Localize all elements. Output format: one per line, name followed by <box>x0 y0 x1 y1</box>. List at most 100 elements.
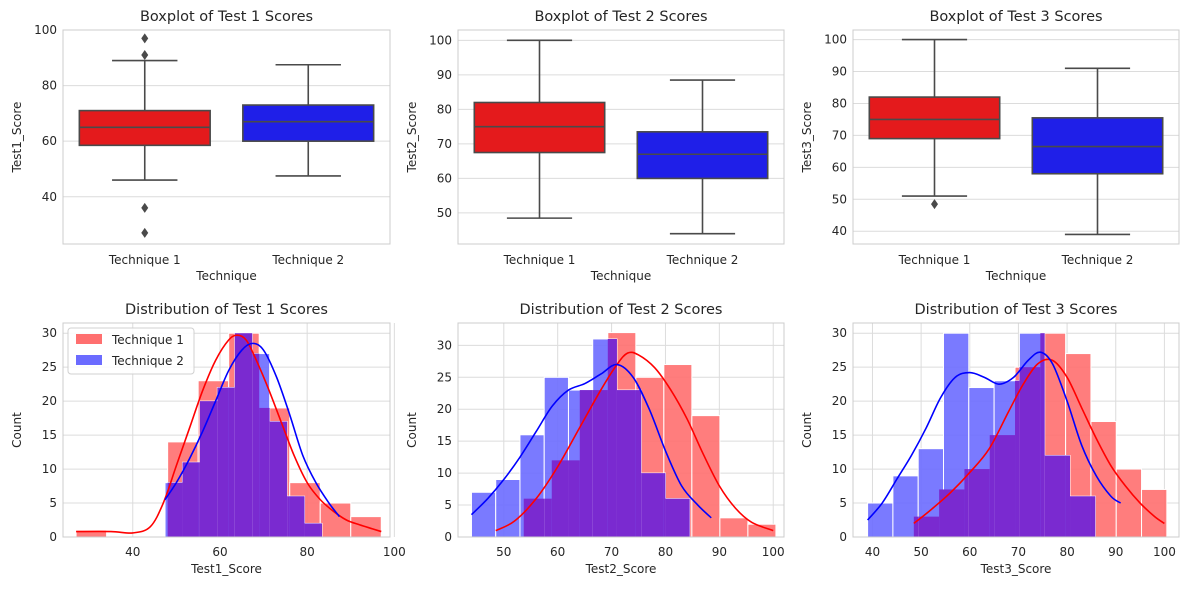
y-tick-label: 80 <box>832 96 847 110</box>
overlap-bar <box>287 496 290 537</box>
y-tick-label: 25 <box>42 360 57 374</box>
y-tick-label: 100 <box>429 33 452 47</box>
x-tick-label: 100 <box>383 545 406 559</box>
x-tick-label: 90 <box>712 545 727 559</box>
overlap-bar <box>943 489 965 537</box>
x-tick-label: 100 <box>762 545 785 559</box>
overlap-bar <box>217 387 229 537</box>
histogram-bar <box>470 491 497 538</box>
histogram-bar <box>867 502 894 538</box>
overlap-bar <box>259 407 270 537</box>
overlap-bar <box>592 390 608 537</box>
box-2 <box>1031 67 1164 236</box>
x-tick-label: Technique 2 <box>1061 253 1134 267</box>
histogram-overlap <box>167 333 322 537</box>
y-tick-label: 20 <box>832 394 847 408</box>
box-2 <box>242 63 375 177</box>
legend-swatch <box>76 355 102 365</box>
overlap-bar <box>968 469 990 537</box>
histogram-bar <box>691 415 721 538</box>
overlap-bar <box>544 498 552 537</box>
overlap-bar <box>304 523 321 537</box>
x-tick-label: 80 <box>1059 545 1074 559</box>
y-axis-label: Test3_Score <box>800 102 814 174</box>
y-tick-label: 5 <box>839 496 847 510</box>
histogram-overlap <box>523 338 690 537</box>
overlap-bar <box>289 496 305 537</box>
x-axis-label: Technique <box>590 269 651 283</box>
y-tick-label: 60 <box>42 134 57 148</box>
legend-entry: Technique 2 <box>111 354 184 368</box>
y-tick-label: 50 <box>832 192 847 206</box>
box-1 <box>78 33 211 238</box>
outlier-point <box>141 227 149 238</box>
y-tick-label: 60 <box>832 160 847 174</box>
overlap-bar <box>198 462 200 537</box>
x-axis-label: Test3_Score <box>980 562 1052 576</box>
legend-entry: Technique 1 <box>111 333 184 347</box>
x-tick-label: Technique 2 <box>271 253 344 267</box>
x-tick-label: 70 <box>604 545 619 559</box>
overlap-bar <box>918 516 940 537</box>
box-iqr <box>473 101 606 154</box>
y-axis-label: Count <box>405 412 419 448</box>
plot-frame <box>852 29 1180 245</box>
x-tick-label: 60 <box>550 545 565 559</box>
plot-frame <box>457 29 785 245</box>
outlier-point <box>931 199 938 210</box>
overlap-bar <box>1065 455 1071 537</box>
x-tick-label: 40 <box>865 545 880 559</box>
y-tick-label: 10 <box>437 466 452 480</box>
y-tick-label: 15 <box>42 428 57 442</box>
chart-title: Distribution of Test 3 Scores <box>915 302 1118 318</box>
kde-line-2 <box>866 351 1122 521</box>
box-iqr <box>868 96 1001 140</box>
y-tick-label: 15 <box>437 434 452 448</box>
y-tick-label: 70 <box>437 137 452 151</box>
x-tick-label: Technique 2 <box>666 253 739 267</box>
y-tick-label: 5 <box>444 498 452 512</box>
overlap-bar <box>252 353 260 537</box>
y-tick-label: 10 <box>42 462 57 476</box>
y-tick-label: 30 <box>437 338 452 352</box>
overlap-bar <box>182 462 199 537</box>
box-iqr <box>636 131 769 180</box>
y-tick-label: 50 <box>437 206 452 220</box>
y-axis-label: Test1_Score <box>10 102 24 174</box>
overlap-bar <box>616 390 636 537</box>
y-tick-label: 10 <box>832 462 847 476</box>
y-tick-label: 0 <box>444 530 452 544</box>
histogram-overlap <box>913 333 1096 537</box>
y-tick-label: 70 <box>832 128 847 142</box>
y-tick-label: 20 <box>42 394 57 408</box>
overlap-bar <box>269 421 288 537</box>
outlier-point <box>141 202 149 213</box>
x-axis-label: Test2_Score <box>585 562 657 576</box>
x-tick-label: Technique 1 <box>503 253 576 267</box>
overlap-bar <box>994 435 1016 537</box>
x-tick-label: 80 <box>658 545 673 559</box>
y-tick-label: 30 <box>42 326 57 340</box>
chart-title: Boxplot of Test 3 Scores <box>929 9 1102 25</box>
overlap-bar <box>1070 496 1091 537</box>
y-tick-label: 30 <box>832 326 847 340</box>
y-tick-label: 80 <box>437 102 452 116</box>
overlap-bar <box>663 473 666 537</box>
x-tick-label: Technique 1 <box>898 253 971 267</box>
plot-frame <box>852 322 1180 538</box>
chart-panel-4: 0 5 10 15 20 25 30 40 60 80 100 Distribution of Tes… <box>10 302 406 576</box>
overlap-bar <box>964 469 969 537</box>
kde-line-1 <box>495 351 774 532</box>
overlap-bar <box>1019 367 1041 537</box>
plot-frame <box>457 322 785 538</box>
overlap-bar <box>635 390 642 537</box>
box-1 <box>473 39 606 219</box>
x-tick-label: Technique 1 <box>108 253 181 267</box>
x-tick-label: 80 <box>300 545 315 559</box>
overlap-bar <box>551 460 569 537</box>
x-tick-label: 50 <box>496 545 511 559</box>
legend-swatch <box>76 334 102 344</box>
y-tick-label: 25 <box>832 360 847 374</box>
overlap-bar <box>989 435 995 537</box>
y-axis-label: Test2_Score <box>405 102 419 174</box>
